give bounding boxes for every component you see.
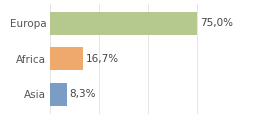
Text: 16,7%: 16,7% (85, 54, 119, 64)
Bar (50, 83, 67, 106)
Bar (50, 12, 197, 35)
Bar (50, 47, 83, 70)
Text: 8,3%: 8,3% (69, 89, 95, 99)
Text: 75,0%: 75,0% (200, 18, 233, 28)
